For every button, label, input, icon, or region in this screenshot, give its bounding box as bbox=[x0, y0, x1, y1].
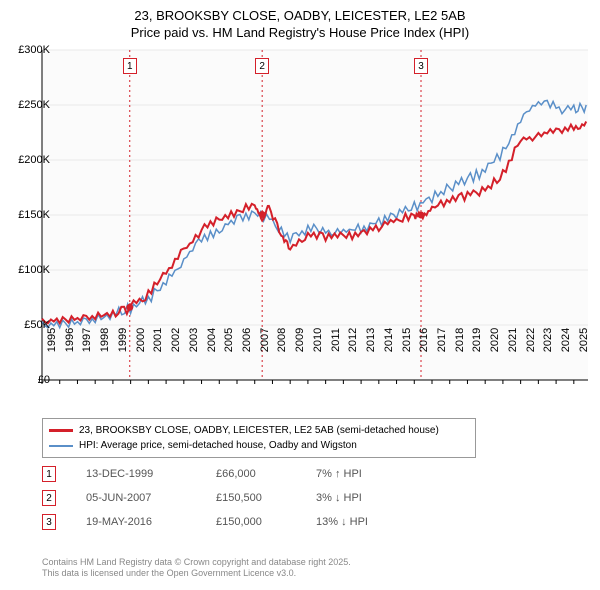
sales-price: £150,000 bbox=[216, 516, 316, 528]
sales-price: £150,500 bbox=[216, 492, 316, 504]
sales-date: 13-DEC-1999 bbox=[86, 468, 216, 480]
legend-label-2: HPI: Average price, semi-detached house,… bbox=[79, 438, 357, 453]
title-line-1: 23, BROOKSBY CLOSE, OADBY, LEICESTER, LE… bbox=[0, 8, 600, 25]
sales-diff: 7% ↑ HPI bbox=[316, 468, 436, 480]
sale-marker-box: 2 bbox=[255, 58, 269, 74]
legend-item-2: HPI: Average price, semi-detached house,… bbox=[49, 438, 469, 453]
x-tick-label: 2009 bbox=[294, 328, 306, 352]
x-tick-label: 2004 bbox=[206, 328, 218, 352]
sales-price: £66,000 bbox=[216, 468, 316, 480]
x-tick-label: 2007 bbox=[259, 328, 271, 352]
x-tick-label: 1996 bbox=[64, 328, 76, 352]
x-tick-label: 2018 bbox=[454, 328, 466, 352]
sales-num-box: 3 bbox=[42, 514, 56, 530]
x-tick-label: 2024 bbox=[560, 328, 572, 352]
x-tick-label: 2000 bbox=[135, 328, 147, 352]
x-tick-label: 2010 bbox=[312, 328, 324, 352]
sale-marker-box: 1 bbox=[123, 58, 137, 74]
chart-container: 23, BROOKSBY CLOSE, OADBY, LEICESTER, LE… bbox=[0, 0, 600, 590]
sales-date: 05-JUN-2007 bbox=[86, 492, 216, 504]
x-tick-label: 2001 bbox=[152, 328, 164, 352]
x-tick-label: 1995 bbox=[46, 328, 58, 352]
x-tick-label: 2021 bbox=[507, 328, 519, 352]
x-tick-label: 2020 bbox=[489, 328, 501, 352]
y-tick-label: £100K bbox=[18, 264, 50, 276]
x-tick-label: 2016 bbox=[418, 328, 430, 352]
y-tick-label: £0 bbox=[38, 374, 50, 386]
x-tick-label: 2015 bbox=[401, 328, 413, 352]
x-tick-label: 2023 bbox=[542, 328, 554, 352]
footnote-line-1: Contains HM Land Registry data © Crown c… bbox=[42, 557, 351, 569]
sales-row: 3 19-MAY-2016£150,00013% ↓ HPI bbox=[42, 510, 436, 534]
x-tick-label: 1997 bbox=[81, 328, 93, 352]
legend-label-1: 23, BROOKSBY CLOSE, OADBY, LEICESTER, LE… bbox=[79, 423, 439, 438]
x-tick-label: 2013 bbox=[365, 328, 377, 352]
y-tick-label: £150K bbox=[18, 209, 50, 221]
legend-item-1: 23, BROOKSBY CLOSE, OADBY, LEICESTER, LE… bbox=[49, 423, 469, 438]
footnote: Contains HM Land Registry data © Crown c… bbox=[42, 557, 351, 580]
y-tick-label: £200K bbox=[18, 154, 50, 166]
sales-diff: 3% ↓ HPI bbox=[316, 492, 436, 504]
x-tick-label: 2017 bbox=[436, 328, 448, 352]
sales-num-box: 2 bbox=[42, 490, 56, 506]
y-tick-label: £250K bbox=[18, 99, 50, 111]
x-tick-label: 2019 bbox=[471, 328, 483, 352]
sales-row: 1 13-DEC-1999£66,0007% ↑ HPI bbox=[42, 462, 436, 486]
x-tick-label: 2002 bbox=[170, 328, 182, 352]
x-tick-label: 2008 bbox=[276, 328, 288, 352]
sales-table: 1 13-DEC-1999£66,0007% ↑ HPI 2 05-JUN-2007£… bbox=[42, 462, 436, 534]
x-tick-label: 2011 bbox=[330, 328, 342, 352]
sales-row: 2 05-JUN-2007£150,5003% ↓ HPI bbox=[42, 486, 436, 510]
legend-swatch-1 bbox=[49, 429, 73, 432]
x-tick-label: 2022 bbox=[525, 328, 537, 352]
legend: 23, BROOKSBY CLOSE, OADBY, LEICESTER, LE… bbox=[42, 418, 476, 458]
x-tick-label: 2005 bbox=[223, 328, 235, 352]
y-tick-label: £300K bbox=[18, 44, 50, 56]
x-tick-label: 2003 bbox=[188, 328, 200, 352]
x-tick-label: 2014 bbox=[383, 328, 395, 352]
sales-date: 19-MAY-2016 bbox=[86, 516, 216, 528]
sales-diff: 13% ↓ HPI bbox=[316, 516, 436, 528]
legend-swatch-2 bbox=[49, 445, 73, 447]
title-block: 23, BROOKSBY CLOSE, OADBY, LEICESTER, LE… bbox=[0, 0, 600, 42]
x-tick-label: 1998 bbox=[99, 328, 111, 352]
x-tick-label: 2006 bbox=[241, 328, 253, 352]
title-line-2: Price paid vs. HM Land Registry's House … bbox=[0, 25, 600, 42]
sales-num-box: 1 bbox=[42, 466, 56, 482]
x-tick-label: 1999 bbox=[117, 328, 129, 352]
footnote-line-2: This data is licensed under the Open Gov… bbox=[42, 568, 351, 580]
x-tick-label: 2025 bbox=[578, 328, 590, 352]
sale-marker-box: 3 bbox=[414, 58, 428, 74]
x-tick-label: 2012 bbox=[347, 328, 359, 352]
